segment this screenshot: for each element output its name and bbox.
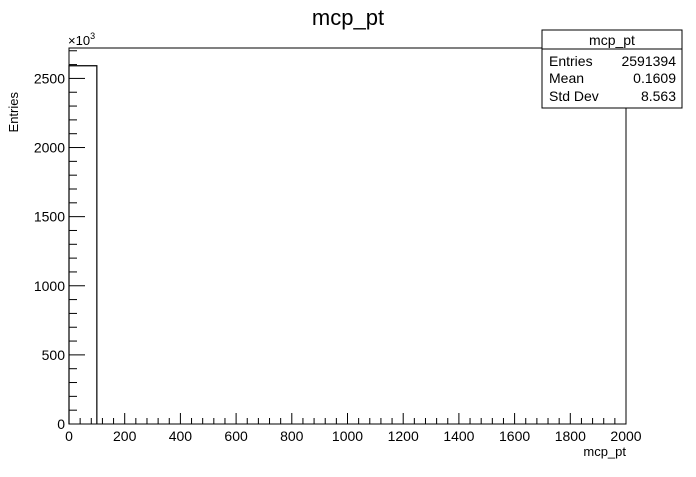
x-axis-label: mcp_pt (583, 444, 626, 459)
x-tick-label: 1800 (555, 428, 586, 444)
stats-stddev-label: Std Dev (549, 88, 599, 104)
x-tick-label: 1200 (388, 428, 419, 444)
x-tick-label: 1400 (443, 428, 474, 444)
x-tick-label: 2000 (610, 428, 641, 444)
x-tick-label: 400 (169, 428, 193, 444)
y-tick-label: 500 (42, 347, 66, 363)
y-multiplier-base: ×10 (68, 33, 90, 48)
y-multiplier: ×103 (68, 31, 95, 48)
x-tick-label: 1600 (499, 428, 530, 444)
y-tick-label: 2500 (34, 70, 65, 86)
stats-entries-value: 2591394 (621, 53, 676, 69)
stats-stddev-value: 8.563 (641, 88, 676, 104)
x-tick-label: 0 (65, 428, 73, 444)
y-tick-label: 2000 (34, 140, 65, 156)
stats-box: mcp_pt Entries 2591394 Mean 0.1609 Std D… (541, 29, 683, 109)
y-multiplier-exponent: 3 (90, 31, 95, 41)
y-axis-label: Entries (6, 92, 21, 133)
x-tick-label: 200 (113, 428, 137, 444)
x-tick-label: 800 (280, 428, 304, 444)
y-tick-label: 1000 (34, 278, 65, 294)
stats-mean-value: 0.1609 (633, 70, 676, 86)
stats-entries-label: Entries (549, 53, 593, 69)
stats-mean-label: Mean (549, 70, 584, 86)
x-tick-label: 600 (224, 428, 248, 444)
y-tick-label: 0 (57, 416, 65, 432)
x-tick-label: 1000 (332, 428, 363, 444)
histogram-bin-0 (68, 65, 98, 424)
y-tick-label: 1500 (34, 209, 65, 225)
stats-box-title: mcp_pt (589, 32, 635, 48)
chart-title: mcp_pt (312, 5, 384, 30)
